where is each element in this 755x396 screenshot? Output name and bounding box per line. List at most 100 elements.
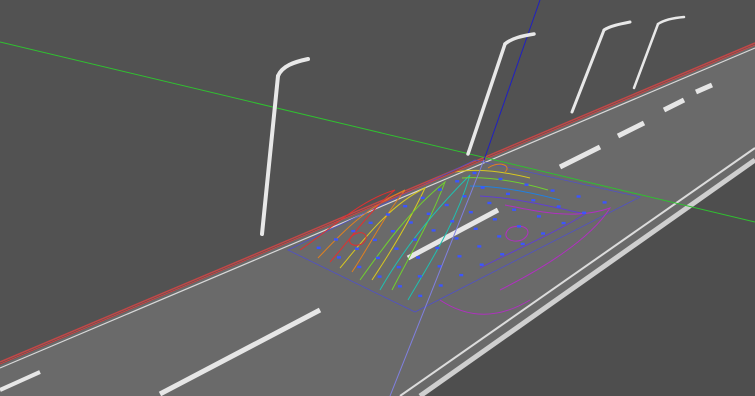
grid-point-marker: [372, 238, 377, 242]
lane-dash-left: [0, 370, 41, 392]
grid-point-marker: [396, 265, 401, 269]
grid-point-marker: [354, 247, 359, 250]
contour-line: [349, 232, 367, 246]
axis-z-line-lower: [389, 159, 485, 396]
contour-lines: [299, 163, 612, 315]
grid-point-marker: [582, 211, 587, 214]
axis-x-line: [0, 44, 755, 365]
lane-markings: [158, 82, 714, 396]
grid-point-marker: [437, 265, 442, 268]
grid-point-marker: [487, 201, 492, 205]
axis-y-line: [0, 41, 755, 223]
grid-point-marker: [480, 186, 485, 189]
grid-point-marker: [454, 237, 459, 240]
grid-point-marker: [602, 201, 607, 204]
road-edge-line-left: [0, 42, 755, 363]
grid-point-marker: [413, 238, 417, 241]
contour-line: [359, 180, 447, 291]
lane-dash: [406, 207, 500, 261]
grid-point-marker: [457, 255, 462, 258]
grid-point-marker: [368, 221, 373, 224]
grid-point-marker: [417, 275, 422, 278]
road-edge-line-right: [418, 157, 755, 396]
grid-point-marker: [561, 221, 566, 225]
grid-point-marker: [479, 263, 484, 266]
grid-point-marker: [500, 253, 505, 256]
road-edge-line-near: [0, 47, 755, 369]
grid-point-marker: [477, 245, 482, 248]
grid-point-marker: [531, 199, 536, 202]
grid-point-marker: [462, 195, 467, 198]
road-edge-line-right-inner: [399, 147, 755, 396]
street-light: [260, 57, 310, 236]
grid-point-marker: [541, 232, 546, 235]
grid-point-marker: [385, 213, 390, 216]
grid-point-marker: [438, 284, 443, 287]
lane-dash: [558, 144, 602, 170]
grid-point-marker: [497, 235, 502, 238]
grid-point-marker: [517, 225, 521, 228]
grid-point-marker: [431, 229, 436, 232]
grid-point-marker: [375, 256, 380, 260]
grid-point-marker: [397, 285, 402, 288]
grid-point-marker: [435, 246, 440, 250]
grid-point-marker: [576, 195, 581, 198]
street-lights: [260, 15, 686, 236]
grid-point-marker: [492, 218, 497, 221]
contour-line: [499, 204, 612, 291]
grid-points: [316, 171, 607, 298]
grid-point-marker: [426, 212, 431, 215]
calculation-grid: [287, 159, 642, 315]
grid-point-marker: [416, 256, 420, 259]
road-surface: [0, 45, 755, 396]
contour-line: [454, 169, 531, 179]
grid-point-marker: [455, 180, 460, 183]
contour-line: [461, 177, 549, 191]
contour-line: [469, 185, 561, 201]
grid-point-marker: [408, 221, 413, 224]
grid-point-marker: [351, 229, 356, 233]
grid-point-marker: [337, 256, 341, 259]
ground-plane: [0, 0, 755, 365]
grid-point-marker: [444, 203, 449, 207]
street-light: [466, 32, 536, 156]
grid-point-marker: [550, 189, 555, 192]
lane-dash: [158, 307, 322, 396]
contour-line: [439, 299, 531, 315]
contour-line: [487, 163, 508, 173]
grid-point-marker: [512, 208, 517, 211]
grid-point-marker: [316, 246, 321, 249]
contour-line: [379, 174, 471, 301]
grid-point-marker: [506, 192, 510, 196]
grid-point-marker: [390, 230, 395, 233]
contour-line: [299, 189, 396, 263]
street-light: [570, 20, 632, 114]
lane-dash: [694, 82, 714, 95]
contour-line: [317, 189, 406, 273]
grid-point-marker: [459, 273, 464, 277]
grid-point-marker: [377, 275, 382, 278]
grid-point-marker: [437, 188, 442, 191]
lane-dash: [616, 120, 646, 139]
grid-point-marker: [334, 238, 338, 241]
grid-point-marker: [357, 265, 362, 269]
lane-dash: [662, 97, 686, 113]
grid-point-marker: [420, 196, 425, 200]
grid-point-marker: [498, 177, 503, 181]
grid-point-marker: [418, 294, 423, 298]
grid-point-marker: [520, 242, 525, 246]
axis-z-line: [483, 0, 541, 161]
grid-point-marker: [468, 211, 473, 214]
grid-point-marker: [403, 205, 408, 208]
grid-point-marker: [536, 215, 541, 218]
grid-point-marker: [556, 205, 561, 208]
grid-point-marker: [472, 171, 477, 175]
contour-line: [339, 186, 427, 281]
grid-point-marker: [450, 220, 455, 223]
street-light: [632, 15, 686, 90]
contour-line: [505, 225, 529, 242]
grid-point-marker: [524, 183, 529, 186]
grid-point-marker: [394, 247, 399, 250]
